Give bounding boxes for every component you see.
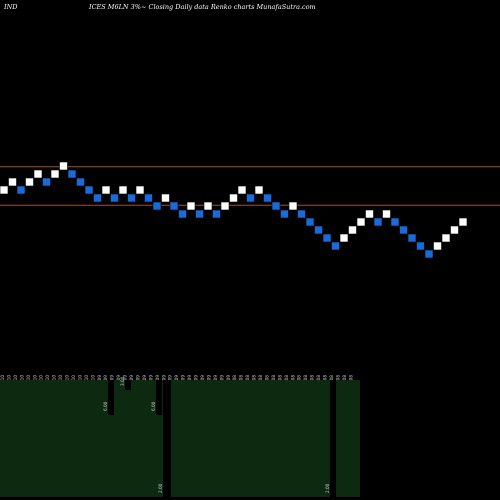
up-brick bbox=[8, 177, 17, 187]
volume-panel bbox=[0, 380, 360, 497]
up-brick bbox=[203, 201, 213, 211]
up-brick bbox=[382, 209, 391, 219]
up-brick bbox=[441, 233, 451, 243]
down-brick bbox=[424, 249, 434, 259]
level-lines bbox=[0, 166, 500, 206]
up-brick bbox=[458, 217, 468, 227]
up-brick bbox=[348, 225, 357, 235]
down-brick bbox=[169, 201, 179, 211]
volume-label: 6.00 bbox=[151, 401, 156, 411]
volume-label: 6.00 bbox=[103, 401, 108, 411]
down-brick bbox=[110, 193, 119, 203]
up-brick bbox=[135, 185, 145, 195]
volume-label: 3.00 bbox=[120, 376, 125, 386]
down-brick bbox=[407, 233, 417, 243]
chart-header-title: ICES M6LN 3%~ Closing Daily data Renko c… bbox=[89, 3, 316, 11]
down-brick bbox=[305, 217, 315, 227]
chart-header-left: IND bbox=[4, 3, 18, 11]
down-brick bbox=[152, 201, 162, 211]
down-brick bbox=[390, 217, 400, 227]
down-brick bbox=[144, 193, 153, 203]
up-brick bbox=[33, 169, 43, 179]
down-brick bbox=[212, 209, 221, 219]
down-brick bbox=[93, 193, 102, 203]
down-brick bbox=[271, 201, 281, 211]
down-brick bbox=[84, 185, 94, 195]
up-brick bbox=[59, 161, 68, 171]
down-brick bbox=[373, 217, 383, 227]
down-brick bbox=[314, 225, 323, 235]
volume-bar bbox=[330, 380, 336, 497]
down-brick bbox=[322, 233, 332, 243]
up-brick bbox=[186, 201, 196, 211]
up-brick bbox=[254, 185, 264, 195]
up-brick bbox=[356, 217, 366, 227]
up-brick bbox=[288, 201, 298, 211]
down-brick bbox=[127, 193, 136, 203]
down-brick bbox=[399, 225, 408, 235]
volume-bars: 6.00 3.00 6.00 2.00 2.00 bbox=[103, 376, 336, 497]
volume-bar bbox=[163, 380, 171, 497]
up-brick bbox=[433, 241, 442, 251]
down-brick bbox=[16, 185, 26, 195]
down-brick bbox=[178, 209, 187, 219]
down-brick bbox=[195, 209, 204, 219]
down-brick bbox=[263, 193, 272, 203]
up-brick bbox=[25, 177, 34, 187]
down-brick bbox=[416, 241, 425, 251]
up-brick bbox=[229, 193, 238, 203]
up-brick bbox=[220, 201, 230, 211]
up-brick bbox=[339, 233, 349, 243]
renko-bricks bbox=[0, 161, 468, 259]
down-brick bbox=[331, 241, 340, 251]
volume-bar bbox=[108, 380, 114, 415]
up-brick bbox=[161, 193, 170, 203]
volume-label: 2.00 bbox=[325, 483, 330, 493]
down-brick bbox=[76, 177, 85, 187]
up-brick bbox=[0, 185, 9, 195]
up-brick bbox=[118, 185, 128, 195]
volume-bar bbox=[125, 380, 131, 390]
up-brick bbox=[101, 185, 111, 195]
up-brick bbox=[365, 209, 374, 219]
up-brick bbox=[237, 185, 247, 195]
down-brick bbox=[280, 209, 289, 219]
down-brick bbox=[246, 193, 255, 203]
down-brick bbox=[67, 169, 77, 179]
volume-bar bbox=[156, 380, 162, 415]
down-brick bbox=[42, 177, 51, 187]
up-brick bbox=[450, 225, 459, 235]
volume-label: 2.00 bbox=[158, 483, 163, 493]
up-brick bbox=[50, 169, 60, 179]
down-brick bbox=[297, 209, 306, 219]
